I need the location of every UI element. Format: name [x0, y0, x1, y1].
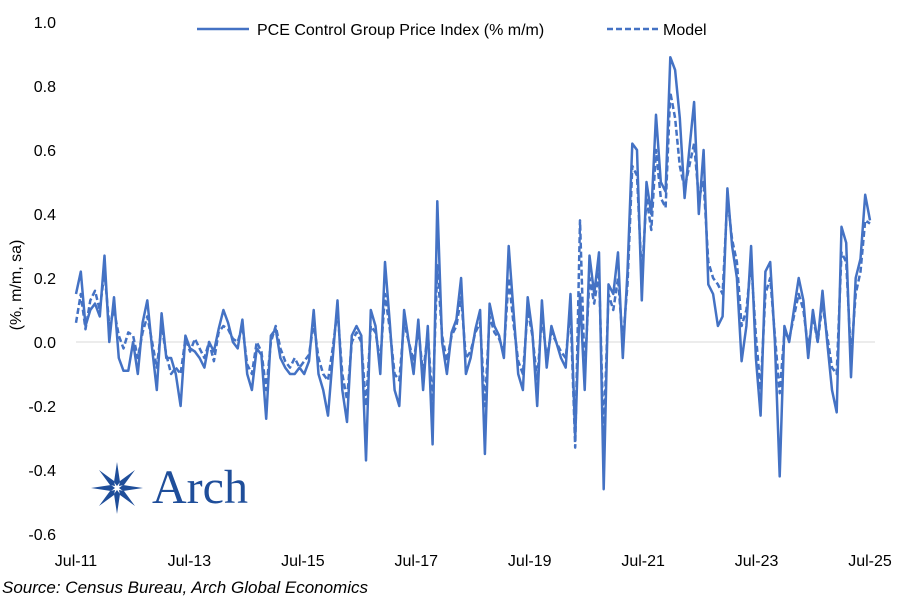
y-tick-label: 0.8 [34, 79, 56, 96]
legend-label-model: Model [663, 22, 707, 39]
y-tick-label: -0.6 [28, 527, 56, 544]
x-tick-label: Jul-19 [508, 553, 552, 570]
x-tick-labels: Jul-11 Jul-13 Jul-15 Jul-17 Jul-19 Jul-21 Jul-… [55, 553, 892, 570]
arch-logo-text: Arch [152, 461, 248, 514]
y-axis-label: (%, m/m, sa) [8, 240, 25, 331]
series-line-model [74, 91, 871, 449]
arch-logo: Arch [91, 461, 248, 514]
legend-label-actual: PCE Control Group Price Index (% m/m) [257, 22, 544, 39]
arch-star-icon [91, 462, 143, 514]
x-tick-label: Jul-25 [848, 553, 892, 570]
y-tick-label: 0.6 [34, 143, 56, 160]
y-tick-label: -0.2 [28, 399, 56, 416]
x-tick-label: Jul-21 [621, 553, 665, 570]
x-tick-label: Jul-11 [55, 553, 97, 570]
y-tick-label: 1.0 [34, 15, 56, 32]
y-tick-labels: 1.0 0.8 0.6 0.4 0.2 0.0 -0.2 -0.4 -0.6 [28, 15, 56, 544]
y-tick-label: 0.4 [34, 207, 56, 224]
source-note: Source: Census Bureau, Arch Global Econo… [2, 578, 368, 597]
series-group [74, 55, 872, 491]
x-tick-label: Jul-15 [281, 553, 325, 570]
y-tick-label: -0.4 [28, 463, 56, 480]
y-tick-label: 0.0 [34, 335, 56, 352]
x-tick-label: Jul-17 [394, 553, 438, 570]
x-tick-label: Jul-23 [735, 553, 779, 570]
legend: PCE Control Group Price Index (% m/m) Mo… [197, 22, 707, 39]
y-tick-label: 0.2 [34, 271, 56, 288]
x-tick-label: Jul-13 [168, 553, 212, 570]
